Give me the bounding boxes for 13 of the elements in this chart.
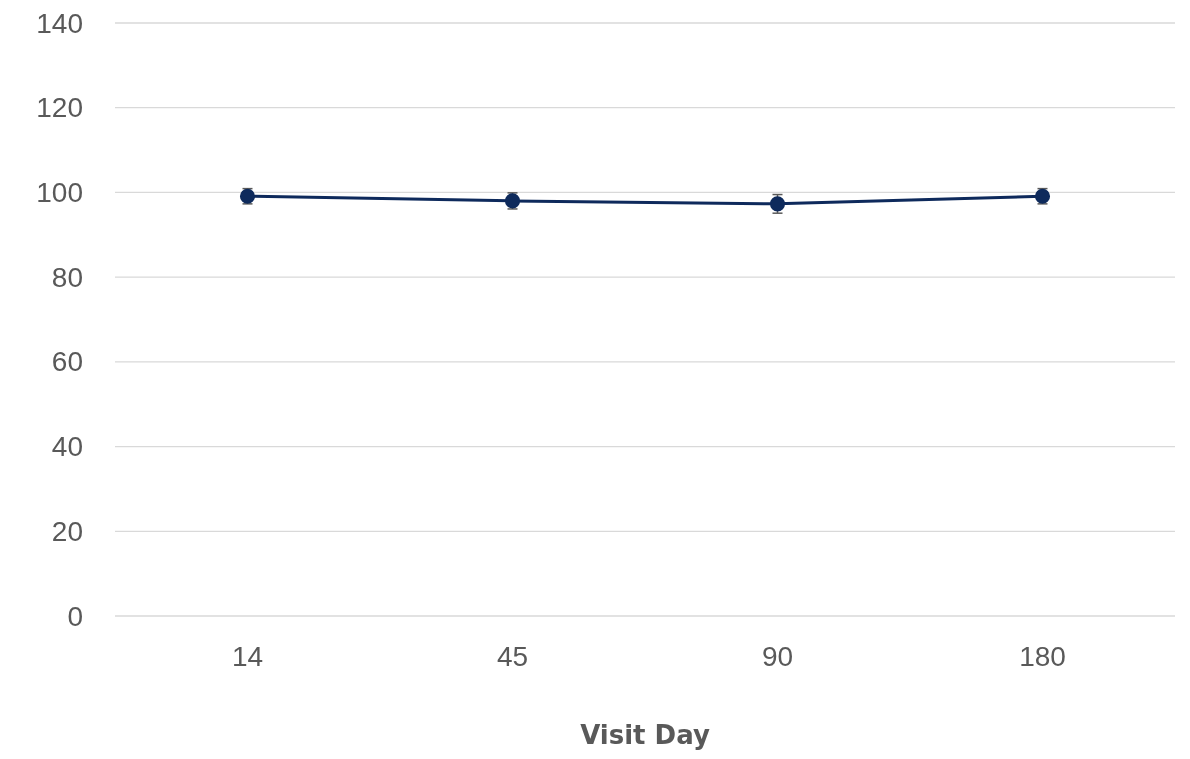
y-tick-label: 40 [51, 431, 83, 463]
y-tick-label: 60 [51, 346, 83, 378]
x-tick-label: 180 [1019, 641, 1066, 672]
y-tick-label: 20 [51, 515, 83, 547]
x-tick-label: 45 [496, 641, 529, 672]
y-tick-label: 0 [67, 600, 83, 632]
y-tick-label: 140 [36, 7, 83, 39]
x-axis-title: Visit Day [580, 720, 710, 750]
x-tick-label: 90 [761, 641, 794, 672]
y-tick-label: 80 [51, 261, 83, 293]
x-tick-label: 14 [231, 641, 264, 672]
y-tick-label: 100 [36, 176, 83, 208]
y-tick-label: 120 [36, 92, 83, 124]
